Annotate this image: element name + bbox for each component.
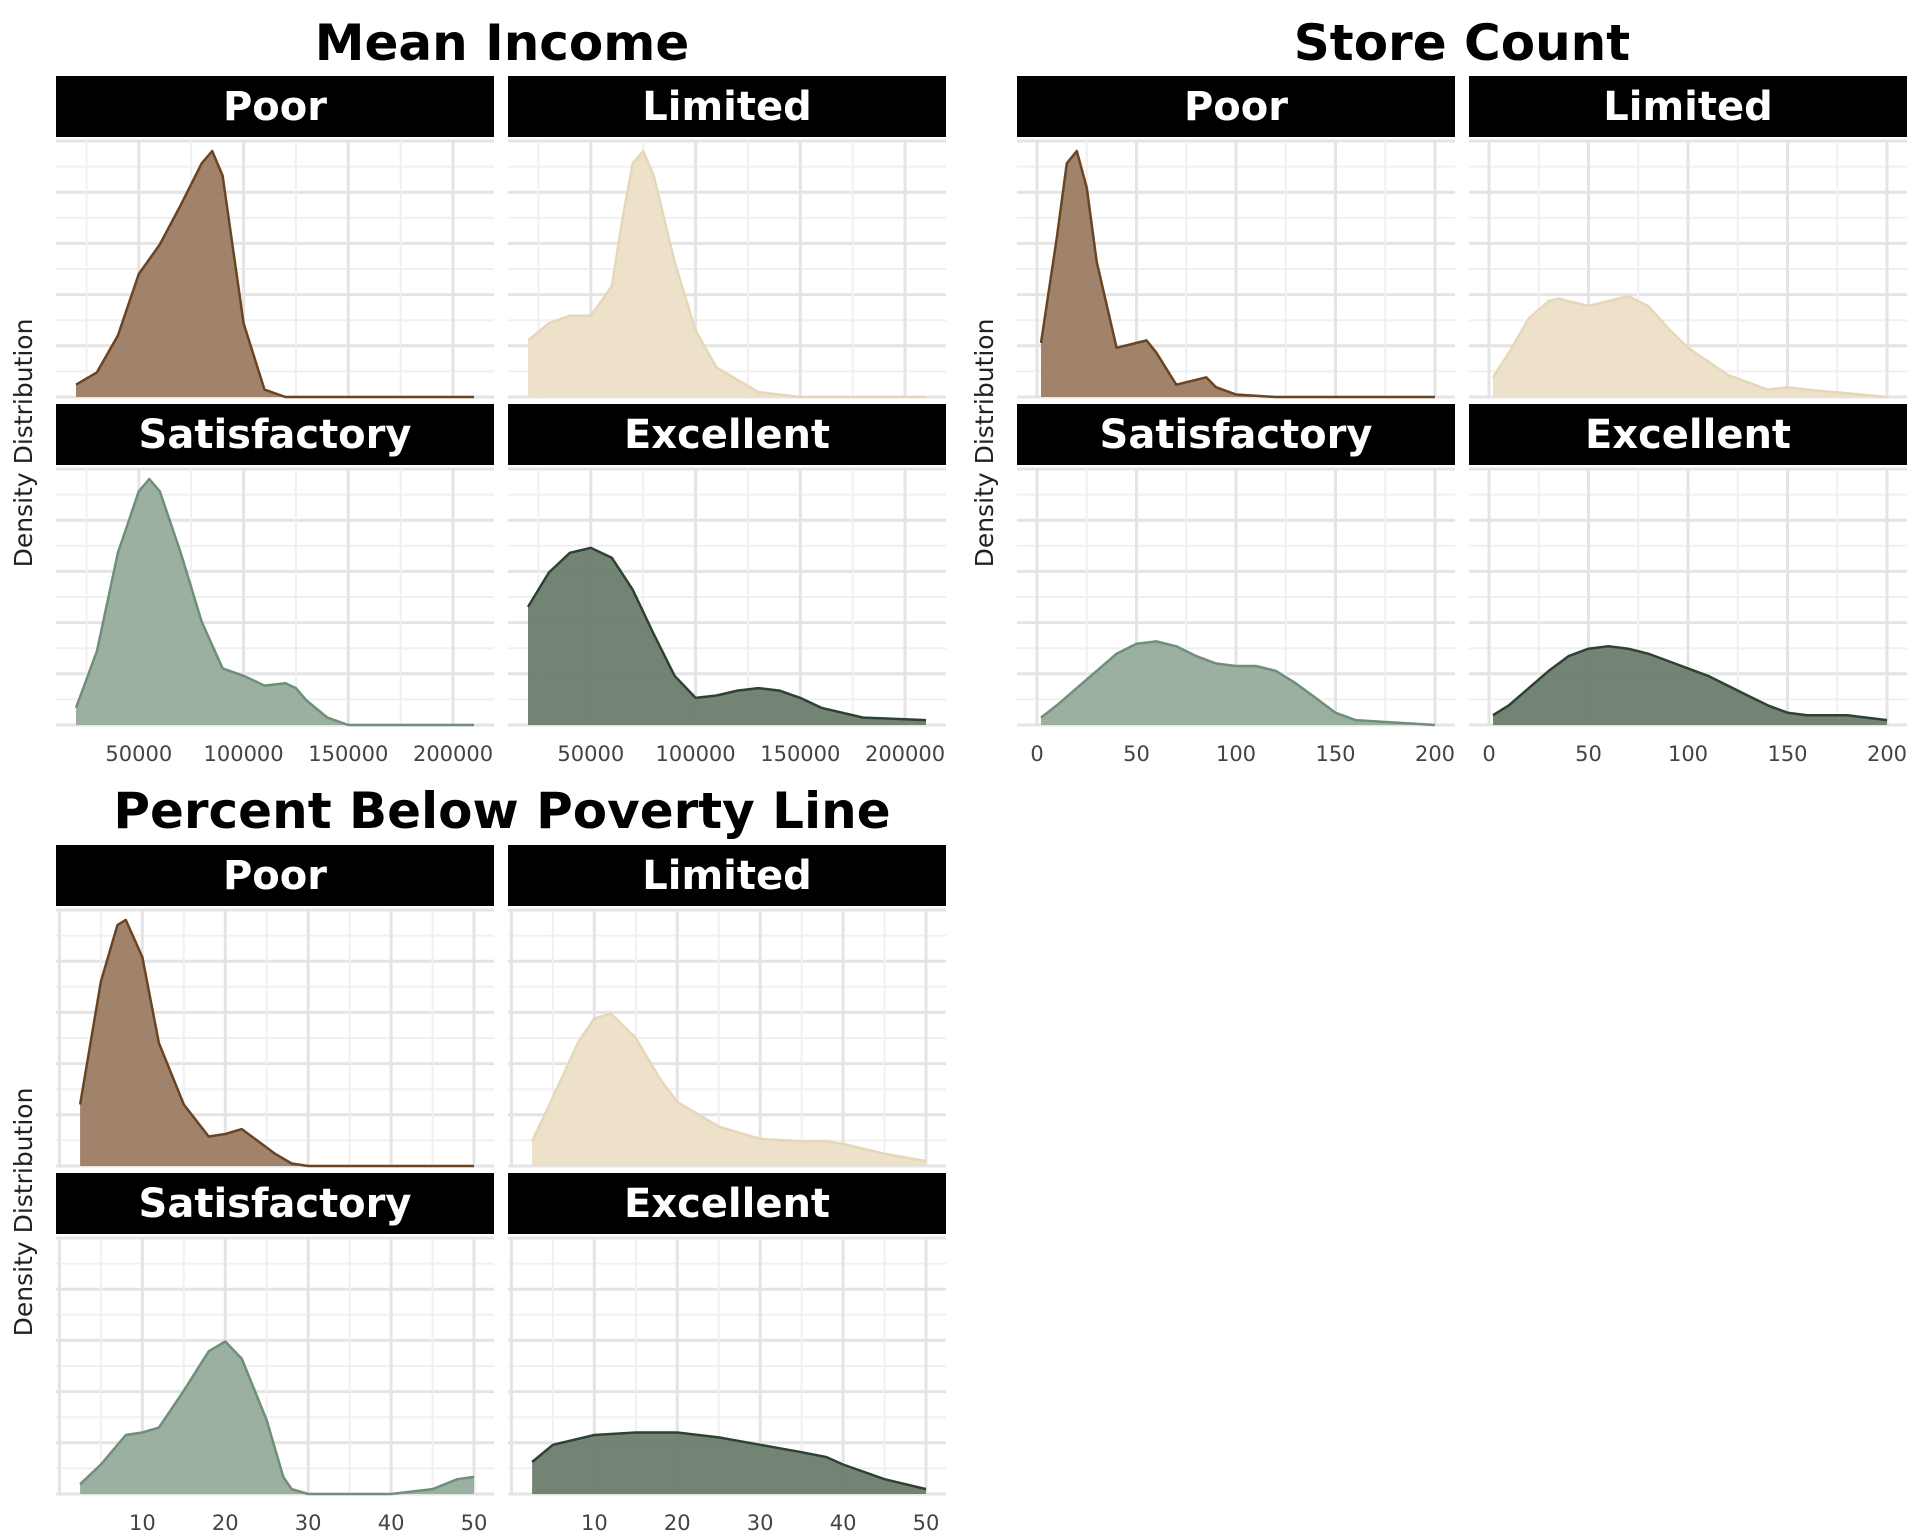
facet-strip-label: Limited <box>642 84 811 130</box>
y-axis-label: Density Distribution <box>9 319 38 568</box>
density-line <box>526 546 927 722</box>
x-tick-label: 20 <box>664 1511 691 1535</box>
facet-strip-label: Excellent <box>1585 412 1791 458</box>
x-tick-label: 100000 <box>203 742 283 766</box>
facet-strip <box>56 1173 494 1234</box>
facet-strip-label: Limited <box>642 853 811 899</box>
x-tick-label: 50 <box>913 1511 940 1535</box>
facet-strip-label: Poor <box>1184 84 1288 130</box>
facet-strip-label: Poor <box>223 84 327 130</box>
chart-block-2: Percent Below Poverty Line Density Distri… <box>9 782 946 1535</box>
x-tick-label: 50 <box>1575 742 1602 766</box>
facet-strip-label: Satisfactory <box>139 1181 412 1227</box>
facet-strip <box>1469 404 1907 465</box>
facet-strip <box>1017 76 1455 137</box>
facet-panel-excellent: Excellent 50000 100000 150000 200000 <box>508 404 946 766</box>
density-line <box>79 1340 475 1496</box>
x-tick-label: 200 <box>1867 742 1907 766</box>
x-tick-label: 20 <box>212 1511 239 1535</box>
facet-strip-label: Limited <box>1603 84 1772 130</box>
chart-block-1: Store Count Density Distribution Poor Limit… <box>970 14 1907 766</box>
x-tick-label: 100 <box>1216 742 1256 766</box>
chart-title: Store Count <box>1294 14 1630 72</box>
facet-panel-satisfactory: Satisfactory 50000 100000 150000 200000 <box>56 404 494 766</box>
x-tick-label: 150000 <box>760 742 840 766</box>
x-tick-label: 40 <box>378 1511 405 1535</box>
chart-block-0: Mean Income Density Distribution Poor Limit… <box>9 14 946 766</box>
facet-panel-limited: Limited <box>508 845 946 1168</box>
y-axis-label: Density Distribution <box>9 1088 38 1337</box>
facet-strip <box>508 845 946 906</box>
facet-strip-label: Excellent <box>624 412 830 458</box>
density-line <box>75 149 474 399</box>
facet-panel-limited: Limited <box>508 76 946 399</box>
x-tick-label: 40 <box>830 1511 857 1535</box>
x-tick-label: 10 <box>581 1511 608 1535</box>
density-area <box>1041 641 1435 725</box>
facet-panel-limited: Limited <box>1469 76 1907 399</box>
density-line <box>78 918 474 1168</box>
density-line <box>74 477 474 727</box>
x-tick-label: 150000 <box>308 742 388 766</box>
density-area <box>1493 296 1887 397</box>
density-line <box>530 1012 927 1163</box>
facet-strip-label: Satisfactory <box>139 412 412 458</box>
x-tick-label: 100 <box>1668 742 1708 766</box>
x-tick-label: 100000 <box>655 742 735 766</box>
density-area <box>532 1432 926 1494</box>
y-axis-label: Density Distribution <box>970 319 999 568</box>
density-line <box>1492 645 1888 722</box>
facet-strip-label: Poor <box>223 853 327 899</box>
facet-panel-poor: Poor <box>56 845 494 1168</box>
facet-strip-label: Satisfactory <box>1100 412 1373 458</box>
x-tick-label: 200000 <box>413 742 493 766</box>
x-tick-label: 200 <box>1415 742 1455 766</box>
density-line <box>1491 294 1888 399</box>
facet-strip <box>1469 76 1907 137</box>
density-area <box>1493 646 1887 725</box>
facet-strip <box>508 1173 946 1234</box>
x-tick-label: 150 <box>1767 742 1807 766</box>
facet-strip <box>508 76 946 137</box>
facet-strip <box>56 76 494 137</box>
density-area <box>528 151 926 397</box>
x-tick-label: 30 <box>747 1511 774 1535</box>
x-tick-label: 50000 <box>105 742 172 766</box>
facet-panel-excellent: Excellent 10 20 30 40 50 <box>508 1173 946 1535</box>
density-area <box>76 479 474 725</box>
density-area <box>80 1341 474 1494</box>
density-line <box>1039 149 1435 399</box>
facet-strip <box>56 404 494 465</box>
facet-panel-excellent: Excellent 0 50 100 150 200 <box>1469 404 1907 766</box>
x-tick-label: 150 <box>1315 742 1355 766</box>
facet-strip <box>508 404 946 465</box>
density-line <box>1040 640 1436 727</box>
density-area <box>1041 151 1435 397</box>
x-tick-label: 0 <box>1030 742 1043 766</box>
density-area <box>528 547 926 725</box>
facet-strip <box>1017 404 1455 465</box>
facet-strip <box>56 845 494 906</box>
density-line <box>527 149 926 399</box>
x-tick-label: 200000 <box>865 742 945 766</box>
chart-title: Mean Income <box>315 14 690 72</box>
chart-title: Percent Below Poverty Line <box>113 782 890 840</box>
facet-panel-poor: Poor <box>56 76 494 399</box>
x-tick-label: 50 <box>1123 742 1150 766</box>
facet-panel-poor: Poor <box>1017 76 1455 399</box>
x-tick-label: 30 <box>295 1511 322 1535</box>
facet-panel-satisfactory: Satisfactory 10 20 30 40 50 <box>56 1173 494 1535</box>
x-tick-label: 50000 <box>557 742 624 766</box>
x-tick-label: 0 <box>1482 742 1495 766</box>
x-tick-label: 10 <box>129 1511 156 1535</box>
density-line <box>531 1431 927 1491</box>
density-area <box>532 1013 926 1166</box>
density-area <box>80 920 474 1166</box>
facet-panel-satisfactory: Satisfactory 0 50 100 150 200 <box>1017 404 1455 766</box>
facet-strip-label: Excellent <box>624 1181 830 1227</box>
density-area <box>76 151 474 397</box>
x-tick-label: 50 <box>461 1511 488 1535</box>
